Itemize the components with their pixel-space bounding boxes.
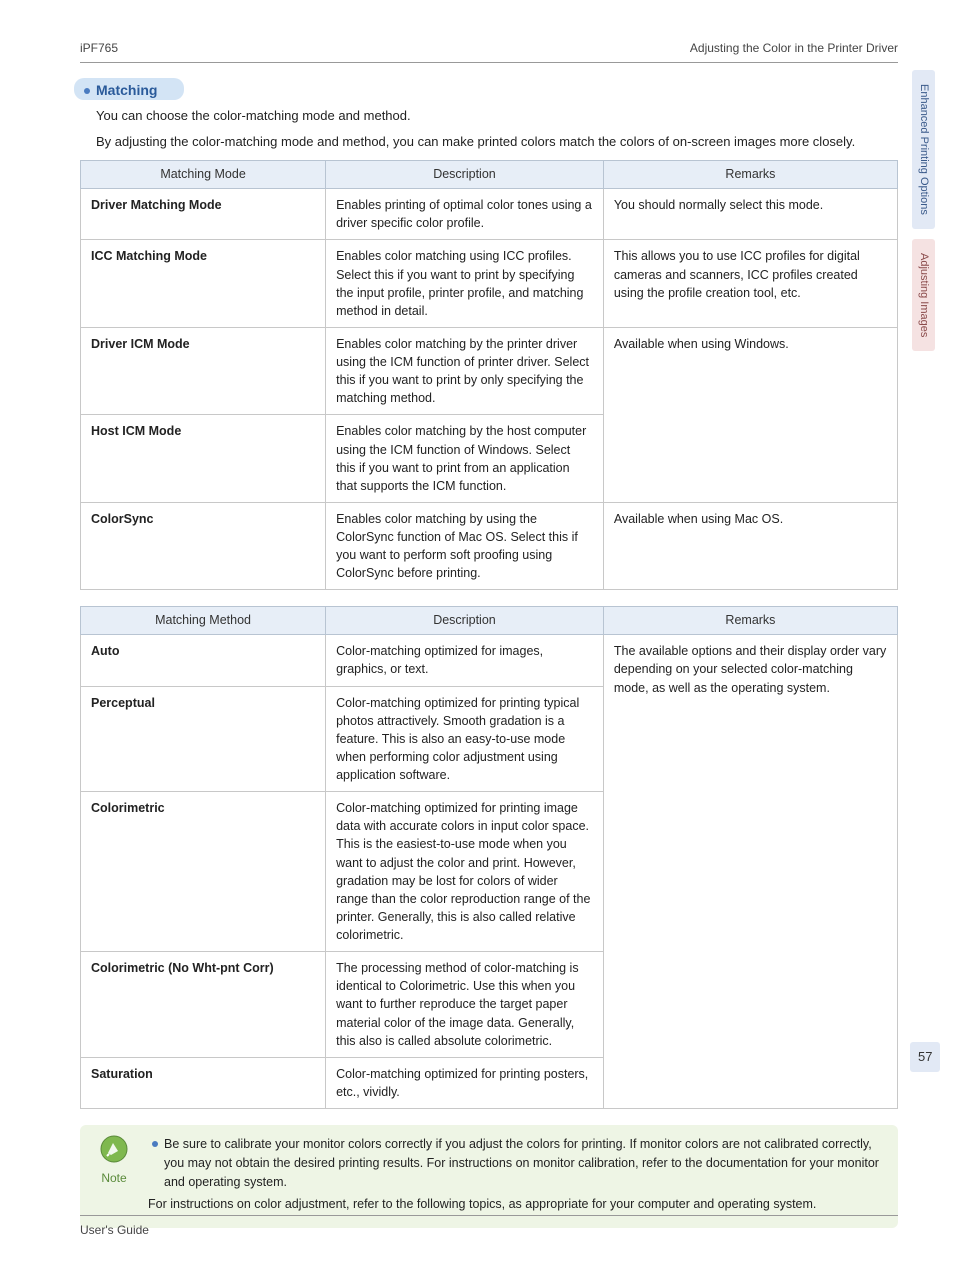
table-row: Driver ICM Mode Enables color matching b…	[81, 327, 898, 415]
t1-h1: Description	[326, 161, 604, 189]
table-row: ICC Matching Mode Enables color matching…	[81, 240, 898, 328]
side-tab-adjusting[interactable]: Adjusting Images	[912, 239, 935, 351]
bullet-icon	[152, 1141, 158, 1147]
table-row: Driver Matching Mode Enables printing of…	[81, 189, 898, 240]
t2-h2: Remarks	[603, 607, 897, 635]
note-line2: For instructions on color adjustment, re…	[148, 1195, 884, 1214]
page-header: iPF765 Adjusting the Color in the Printe…	[80, 40, 898, 63]
table-row: ColorSync Enables color matching by usin…	[81, 502, 898, 590]
section-title-text: Matching	[96, 81, 157, 100]
note-bullet-text: Be sure to calibrate your monitor colors…	[164, 1135, 884, 1191]
t1-h2: Remarks	[603, 161, 897, 189]
t2-h0: Matching Method	[81, 607, 326, 635]
note-label: Note	[94, 1170, 134, 1186]
side-tabs: Enhanced Printing Options Adjusting Imag…	[912, 70, 936, 361]
note-box: Note Be sure to calibrate your monitor c…	[80, 1125, 898, 1228]
bullet-icon	[84, 88, 90, 94]
t1-h0: Matching Mode	[81, 161, 326, 189]
t2-h1: Description	[326, 607, 604, 635]
header-left: iPF765	[80, 40, 118, 56]
page-number: 57	[910, 1042, 940, 1072]
section-title: Matching	[80, 81, 898, 100]
table-row: Auto Color-matching optimized for images…	[81, 635, 898, 686]
side-tab-enhanced[interactable]: Enhanced Printing Options	[912, 70, 935, 229]
matching-mode-table: Matching Mode Description Remarks Driver…	[80, 160, 898, 590]
matching-method-table: Matching Method Description Remarks Auto…	[80, 606, 898, 1109]
intro-p1: You can choose the color-matching mode a…	[96, 106, 898, 126]
header-right: Adjusting the Color in the Printer Drive…	[690, 40, 898, 56]
intro-p2: By adjusting the color-matching mode and…	[96, 132, 898, 152]
note-icon	[100, 1135, 128, 1163]
